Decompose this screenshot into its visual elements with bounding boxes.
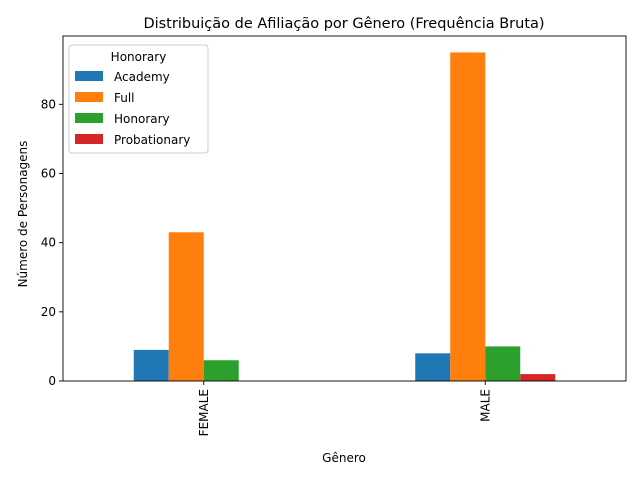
- x-axis: FEMALE MALE: [197, 381, 492, 436]
- y-tick-label: 40: [41, 236, 56, 250]
- legend: Honorary Academy Full Honorary Probationary: [68, 44, 209, 154]
- legend-swatch-full: [75, 92, 103, 102]
- x-tick-label: MALE: [478, 389, 492, 422]
- x-axis-label: Gênero: [322, 451, 366, 465]
- legend-label-academy: Academy: [114, 70, 170, 84]
- bar-academy-female: [133, 349, 169, 381]
- y-axis-label: Número de Personagens: [16, 141, 30, 288]
- y-tick-label: 20: [41, 305, 56, 319]
- bar-academy-male: [415, 353, 451, 381]
- bar-probationary-male: [520, 374, 556, 381]
- legend-title: Honorary: [111, 50, 167, 64]
- bar-full-female: [168, 232, 204, 381]
- plot-frame: [62, 35, 627, 382]
- y-tick-label: 0: [48, 374, 56, 388]
- plot-area: [62, 35, 627, 382]
- legend-swatch-academy: [75, 71, 103, 81]
- bar-honorary-male: [485, 346, 521, 381]
- chart-title: Distribuição de Afiliação por Gênero (Fr…: [143, 16, 544, 32]
- legend-box: [68, 44, 209, 154]
- bar-honorary-female: [203, 360, 239, 381]
- legend-swatch-probationary: [75, 134, 103, 144]
- legend-label-honorary: Honorary: [114, 112, 170, 126]
- legend-label-full: Full: [114, 91, 135, 105]
- y-tick-label: 80: [41, 97, 56, 111]
- legend-swatch-honorary: [75, 113, 103, 123]
- y-axis: 0 20 40 60 80: [41, 97, 63, 388]
- y-tick-label: 60: [41, 166, 56, 180]
- x-tick-label: FEMALE: [197, 389, 211, 436]
- bar-full-male: [450, 52, 486, 382]
- legend-label-probationary: Probationary: [114, 133, 190, 147]
